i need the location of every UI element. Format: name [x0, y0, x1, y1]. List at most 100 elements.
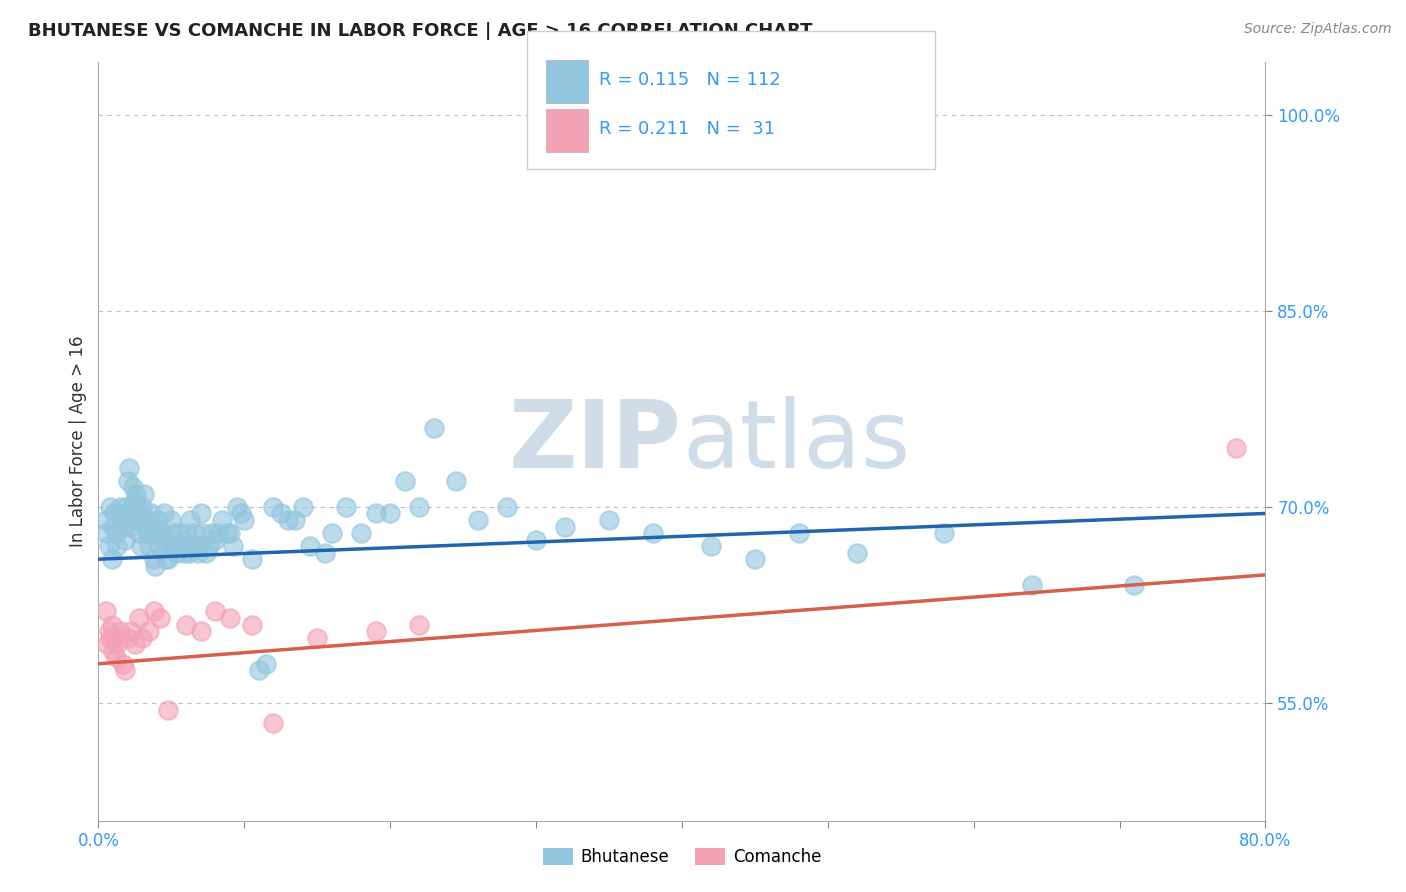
Point	[110, 500, 132, 514]
Point	[444, 474, 467, 488]
Point	[94, 513, 117, 527]
Point	[117, 507, 139, 521]
Point	[115, 500, 138, 514]
Point	[132, 487, 155, 501]
Point	[157, 552, 180, 566]
Point	[157, 702, 180, 716]
Point	[174, 617, 197, 632]
Point	[408, 617, 430, 632]
Point	[321, 526, 343, 541]
Point	[118, 460, 141, 475]
Point	[307, 631, 329, 645]
Point	[121, 500, 143, 514]
Point	[262, 500, 284, 514]
Point	[155, 552, 177, 566]
Point	[787, 526, 810, 541]
Point	[291, 500, 314, 514]
Text: R = 0.115   N = 112: R = 0.115 N = 112	[599, 71, 780, 89]
Point	[103, 631, 125, 645]
Point	[172, 533, 194, 547]
Point	[218, 611, 240, 625]
Point	[160, 513, 183, 527]
Point	[598, 513, 620, 527]
Point	[138, 526, 160, 541]
Point	[190, 507, 212, 521]
Point	[127, 507, 149, 521]
Point	[138, 624, 160, 639]
Point	[98, 631, 121, 645]
Point	[231, 507, 253, 521]
Point	[179, 513, 201, 527]
Point	[124, 507, 146, 521]
Point	[101, 643, 124, 657]
Point	[138, 539, 160, 553]
Point	[394, 474, 416, 488]
Point	[131, 507, 153, 521]
Point	[314, 546, 336, 560]
Point	[641, 526, 664, 541]
Point	[128, 526, 150, 541]
Point	[142, 605, 165, 619]
Point	[97, 624, 120, 639]
Point	[156, 539, 179, 553]
Point	[335, 500, 357, 514]
Point	[496, 500, 519, 514]
Point	[104, 526, 127, 541]
Point	[117, 474, 139, 488]
Point	[112, 657, 135, 671]
Point	[846, 546, 869, 560]
Point	[744, 552, 766, 566]
Point	[135, 513, 157, 527]
Point	[187, 546, 209, 560]
Text: BHUTANESE VS COMANCHE IN LABOR FORCE | AGE > 16 CORRELATION CHART: BHUTANESE VS COMANCHE IN LABOR FORCE | A…	[28, 22, 813, 40]
Point	[114, 513, 136, 527]
Point	[554, 519, 576, 533]
Point	[364, 624, 387, 639]
Point	[211, 513, 233, 527]
Point	[700, 539, 723, 553]
Point	[198, 539, 221, 553]
Point	[136, 526, 159, 541]
Point	[204, 605, 226, 619]
Point	[146, 526, 169, 541]
Point	[131, 500, 153, 514]
Text: ZIP: ZIP	[509, 395, 682, 488]
Point	[104, 650, 127, 665]
Point	[103, 507, 125, 521]
Point	[105, 637, 128, 651]
Point	[100, 617, 122, 632]
Point	[240, 552, 263, 566]
Point	[149, 539, 172, 553]
Point	[423, 421, 446, 435]
Point	[233, 513, 256, 527]
Point	[110, 624, 132, 639]
Point	[262, 715, 284, 730]
Point	[112, 519, 135, 533]
Point	[167, 526, 190, 541]
Point	[524, 533, 547, 547]
Point	[124, 493, 146, 508]
Point	[117, 631, 139, 645]
Point	[141, 519, 163, 533]
Point	[101, 519, 124, 533]
Point	[277, 513, 299, 527]
Point	[131, 631, 153, 645]
Point	[183, 526, 205, 541]
Point	[169, 539, 191, 553]
Point	[148, 513, 170, 527]
Point	[125, 513, 148, 527]
Point	[221, 539, 243, 553]
Point	[218, 526, 240, 541]
Point	[254, 657, 277, 671]
Point	[134, 519, 156, 533]
Point	[247, 663, 270, 677]
Point	[111, 507, 134, 521]
Y-axis label: In Labor Force | Age > 16: In Labor Force | Age > 16	[69, 335, 87, 548]
Text: atlas: atlas	[682, 395, 910, 488]
Point	[201, 526, 224, 541]
Point	[173, 546, 195, 560]
Point	[120, 624, 142, 639]
Point	[181, 539, 204, 553]
Point	[177, 546, 200, 560]
Legend: Bhutanese, Comanche: Bhutanese, Comanche	[536, 841, 828, 873]
